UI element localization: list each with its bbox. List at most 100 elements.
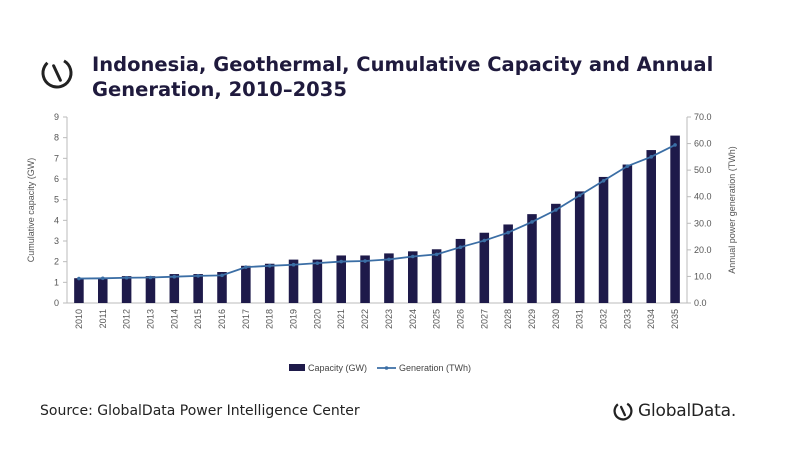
y2-tick-label: 30.0 [694,218,712,228]
header-logo-icon [41,57,73,89]
x-tick-label: 2028 [503,309,513,329]
capacity-bar [264,263,275,303]
y-axis-title: Cumulative capacity (GW) [26,158,36,263]
x-tick-label: 2025 [432,309,442,329]
x-tick-label: 2019 [289,309,299,329]
capacity-bar [431,249,442,303]
capacity-bar [169,274,180,303]
generation-point [124,275,129,280]
capacity-bar [527,214,537,303]
generation-point [649,155,654,159]
generation-point [100,276,105,281]
x-tick-label: 2033 [622,309,632,329]
y2-tick-label: 70.0 [694,112,712,122]
generation-point [482,238,487,243]
generation-point [554,208,558,212]
generation-point [506,230,510,235]
capacity-bar [145,276,156,303]
generation-point [434,252,439,257]
y-tick-label: 7 [54,153,59,163]
y2-tick-label: 60.0 [694,139,712,149]
capacity-bar [551,203,561,303]
x-tick-label: 2029 [527,309,537,329]
brand-name: GlobalData. [638,401,737,421]
y-tick-label: 0 [54,298,59,308]
capacity-bar [312,259,323,303]
generation-point [291,262,296,267]
generation-point [601,178,606,183]
source-note: Source: GlobalData Power Intelligence Ce… [40,403,360,419]
generation-point [339,259,344,264]
y2-tick-label: 20.0 [694,245,712,255]
x-tick-label: 2016 [217,309,227,329]
generation-point [387,257,391,262]
x-tick-label: 2018 [265,309,275,329]
capacity-bar [479,232,490,303]
legend-capacity-label: Capacity (GW) [308,363,367,373]
generation-point [673,143,677,147]
x-tick-label: 2030 [551,309,561,329]
x-tick-label: 2011 [98,309,108,328]
capacity-bar [74,278,84,303]
capacity-bar [408,251,418,303]
y-tick-label: 3 [54,236,59,246]
capacity-bar [360,255,370,303]
capacity-bar [288,259,299,303]
capacity-bar [455,238,466,303]
y-tick-label: 5 [54,195,59,205]
chart-title-line-1: Indonesia, Geothermal, Cumulative Capaci… [92,53,714,76]
footer-logo-icon [613,401,633,421]
legend-generation-label: Generation (TWh) [399,363,471,373]
combo-chart: 0 1 2 3 4 5 6 7 8 9 0.0 10.0 20.0 30.0 40.0 50.0 60.0 70.… [26,112,737,373]
generation-point [244,265,248,269]
generation-point [625,164,630,168]
x-tick-label: 2022 [360,309,370,329]
x-tick-label: 2023 [384,309,394,329]
x-tick-label: 2021 [336,309,346,329]
capacity-bar [503,224,513,303]
x-tick-label: 2031 [575,309,585,329]
x-tick-label: 2012 [122,309,132,329]
x-tick-label: 2020 [312,309,322,329]
generation-point [577,193,582,198]
capacity-bar [98,278,108,303]
x-tick-label: 2024 [408,309,418,329]
generation-point [172,274,177,279]
capacity-bar [646,150,656,303]
generation-point [410,254,415,259]
capacity-bar [193,274,203,303]
capacity-bar [574,191,585,303]
y-tick-label: 2 [54,257,59,267]
capacity-bar [670,135,680,303]
capacity-bar [217,272,227,303]
generation-point [458,245,463,249]
y-tick-label: 4 [54,215,59,225]
x-tick-label: 2013 [145,309,155,329]
y2-axis-title: Annual power generation (TWh) [727,146,737,274]
x-tick-label: 2026 [455,309,465,329]
generation-point [530,220,534,224]
x-tick-label: 2010 [74,309,84,329]
y2-tick-label: 0.0 [694,298,707,308]
legend-capacity-swatch [289,364,305,371]
chart-title: Indonesia, Geothermal, Cumulative Capaci… [92,52,732,102]
brand: GlobalData. [612,400,736,422]
legend-generation-marker [384,366,389,370]
capacity-bar [622,164,633,303]
x-tick-label: 2035 [670,309,680,329]
y2-tick-label: 10.0 [694,271,712,281]
y-tick-label: 9 [54,112,59,122]
chart-title-line-2: Generation, 2010–2035 [92,78,347,101]
generation-point [315,261,320,265]
capacity-bar [336,255,346,303]
y-tick-label: 1 [54,277,59,287]
generation-point [220,273,224,278]
y2-tick-label: 40.0 [694,192,712,202]
x-tick-label: 2032 [599,309,609,329]
generation-point [196,274,200,278]
x-tick-label: 2017 [241,309,251,329]
generation-point [148,275,153,280]
y-tick-label: 8 [54,133,59,143]
x-tick-label: 2014 [169,309,179,329]
capacity-bar [384,253,394,303]
